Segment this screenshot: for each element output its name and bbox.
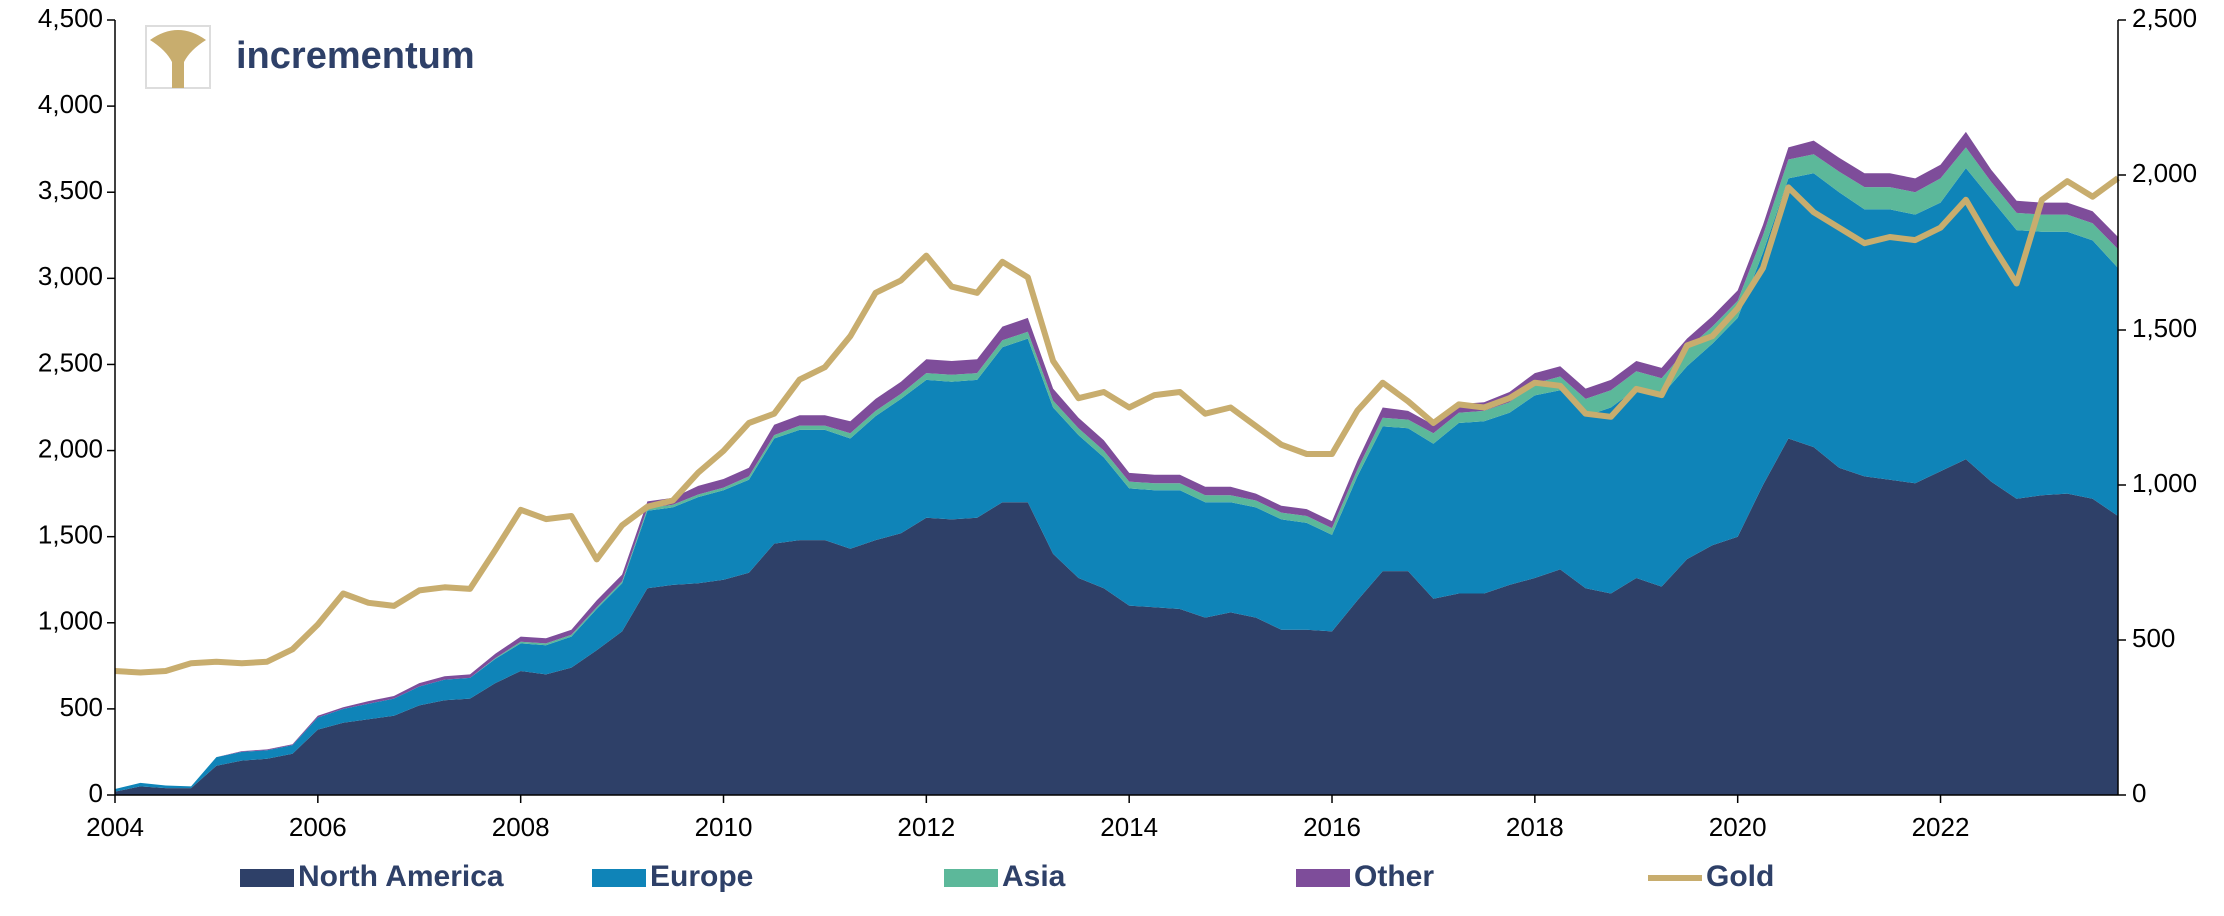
legend-label: Other: [1354, 860, 1434, 893]
x-tick-label: 2014: [1100, 812, 1158, 842]
y2-tick-label: 2,500: [2132, 3, 2197, 33]
x-tick-label: 2004: [86, 812, 144, 842]
x-tick-label: 2016: [1303, 812, 1361, 842]
y2-tick-label: 500: [2132, 623, 2175, 653]
x-tick-label: 2010: [695, 812, 753, 842]
y-tick-label: 0: [89, 778, 103, 808]
x-tick-label: 2020: [1709, 812, 1767, 842]
legend-label: North America: [298, 860, 504, 893]
legend-swatch: [592, 869, 646, 887]
logo: incrementum: [145, 25, 475, 89]
y2-tick-label: 0: [2132, 778, 2146, 808]
legend-swatch: [1296, 869, 1350, 887]
y-tick-label: 3,500: [38, 175, 103, 205]
x-tick-label: 2022: [1912, 812, 1970, 842]
legend-swatch: [944, 869, 998, 887]
legend-label: Asia: [1002, 860, 1066, 893]
y-tick-label: 4,500: [38, 3, 103, 33]
y-tick-label: 500: [60, 692, 103, 722]
area: [115, 147, 2118, 789]
y-tick-label: 1,500: [38, 520, 103, 550]
logo-icon: [150, 30, 206, 88]
area: [115, 168, 2118, 792]
legend-label: Europe: [650, 860, 753, 893]
y-tick-label: 1,000: [38, 606, 103, 636]
x-tick-label: 2006: [289, 812, 347, 842]
y2-tick-label: 2,000: [2132, 158, 2197, 188]
y-tick-label: 2,500: [38, 347, 103, 377]
x-tick-label: 2018: [1506, 812, 1564, 842]
legend-label: Gold: [1706, 860, 1774, 893]
area: [115, 131, 2118, 789]
legend-swatch: [240, 869, 294, 887]
y2-tick-label: 1,500: [2132, 313, 2197, 343]
plot-areas: [114, 131, 2120, 795]
y-tick-label: 4,000: [38, 89, 103, 119]
x-tick-label: 2012: [897, 812, 955, 842]
line: [114, 175, 2120, 676]
y-tick-label: 2,000: [38, 433, 103, 463]
area: [115, 438, 2118, 795]
x-tick-label: 2008: [492, 812, 550, 842]
logo-text: incrementum: [236, 35, 475, 77]
y2-tick-label: 1,000: [2132, 468, 2197, 498]
y-tick-label: 3,000: [38, 261, 103, 291]
